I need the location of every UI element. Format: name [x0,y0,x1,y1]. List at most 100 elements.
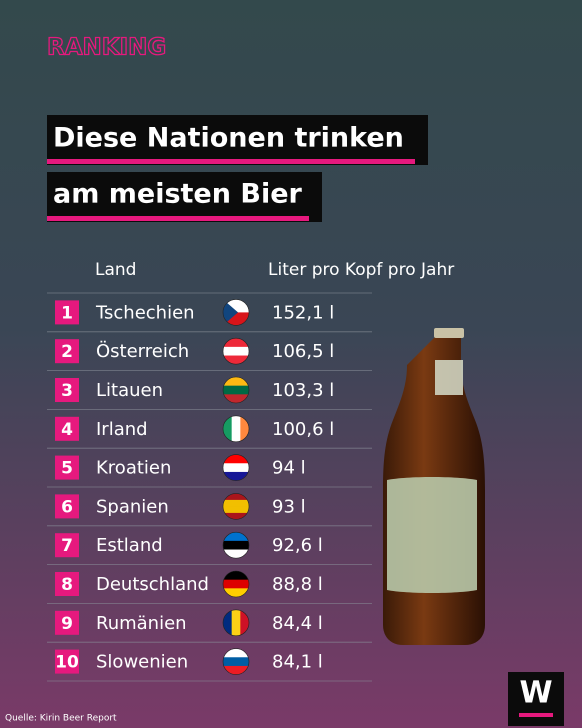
flag [223,532,249,559]
title-box [47,115,428,165]
rank: 9 [61,614,73,634]
rank-badge [55,494,79,519]
flag-stripe [223,571,249,581]
flag-stripe [223,463,249,473]
flag [223,338,249,365]
liters: 84,1 l [272,652,323,673]
flag-outline [222,570,250,598]
flag-stripe [223,471,249,481]
flag-stripe [223,532,249,542]
flag-stripe [223,665,249,675]
title-line: am meisten Bier [53,179,303,210]
rank: 4 [61,420,73,440]
flag-outline [222,299,250,326]
rank-badge [55,649,79,674]
rank: 10 [55,653,79,673]
liters: 94 l [272,458,306,479]
flag-stripe [223,540,249,551]
flag-stripe [223,493,249,501]
flag-stripe [223,549,249,559]
rank-badge [55,416,79,441]
title-line: Diese Nationen trinken [53,123,404,154]
flag-stripe [223,355,249,365]
rank: 6 [61,497,73,517]
flag-outline [222,376,250,404]
flag-stripe [223,385,249,395]
liters: 93 l [272,496,306,517]
flag [223,454,249,481]
logo-underline [519,713,553,717]
flag-stripe [223,588,249,597]
flag-stripe [231,415,241,442]
rank-badge [55,610,79,635]
flag-outline [222,415,250,443]
country: Rumänien [96,613,187,634]
title-box [47,172,322,222]
liters: 152,1 l [272,302,334,323]
rank: 5 [61,459,73,479]
flag-stripe [223,648,249,658]
flag [223,648,249,675]
country: Österreich [96,340,189,362]
country: Deutschland [96,574,209,595]
flag-stripe [223,346,249,357]
country: Slowenien [96,652,188,673]
country: Kroatien [96,458,171,479]
liters: 84,4 l [272,613,323,634]
flag-outline [222,337,250,365]
flag-outline [222,493,250,520]
liters: 106,5 l [272,341,334,362]
flag [223,377,249,403]
title-underline [47,159,415,164]
flag-outline [222,454,250,481]
rank: 2 [61,342,73,362]
rank: 3 [61,381,73,401]
flag [223,493,249,520]
flag [223,571,249,597]
flag-stripe [223,394,249,403]
rank-badge [55,339,79,364]
country: Estland [96,535,163,556]
column-header: Land [95,260,136,280]
flag-stripe [223,506,249,514]
rows: 1 Tschechien 152,1 l 2 Österreich 106,5 l 3 Lit… [47,292,372,682]
flag-outline [222,648,250,675]
flag-stripe [231,609,241,636]
rank: 7 [61,536,73,556]
liters: 100,6 l [272,419,334,440]
country: Spanien [96,496,169,517]
flag [223,609,249,636]
logo: W [519,676,552,711]
liters: 103,3 l [272,380,334,401]
rank-badge [55,300,79,325]
country: Litauen [96,380,163,401]
flag-stripe [223,657,249,667]
flag-stripe [223,499,249,507]
rank: 8 [61,575,73,595]
label: RANKING [47,35,166,61]
country: Tschechien [95,302,195,323]
flag-stripe [240,609,249,636]
flag-stripe [240,415,249,442]
liters: 88,8 l [272,574,323,595]
flag-outline [222,609,250,637]
liters: 92,6 l [272,535,323,556]
rank-badge [55,572,79,596]
flag-stripe [223,377,249,387]
beer-bottle [383,328,485,645]
source: Quelle: Kirin Beer Report [5,714,117,724]
flag-stripe [223,338,249,348]
country: Irland [96,419,148,440]
flag-triangle [223,299,238,326]
flag-stripe [223,579,249,589]
title-underline [47,216,309,221]
rank-badge [55,533,79,558]
flag [223,415,249,442]
flag-stripe [223,512,249,520]
rank-badge [55,455,79,480]
flag-outline [222,531,250,559]
rank: 1 [61,303,73,323]
flag-stripe [223,609,233,636]
rank-badge [55,378,79,402]
